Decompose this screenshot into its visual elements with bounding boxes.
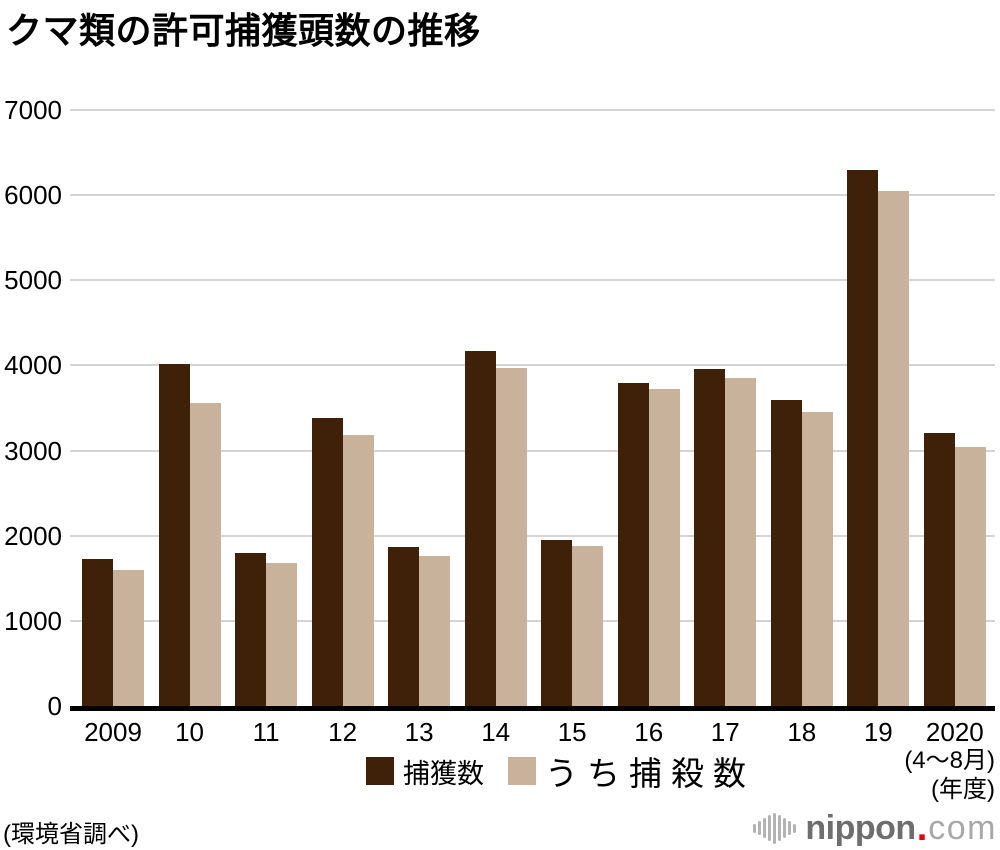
bar-capture-16: [617, 383, 649, 706]
y-tick-label-3000: 3000: [4, 435, 62, 466]
bar-capture-2020: [923, 432, 955, 706]
bar-group-15: [541, 110, 604, 706]
gridline-4000: [70, 364, 995, 367]
bar-group-16: [617, 110, 680, 706]
gridline-7000: [70, 109, 995, 111]
legend: 捕獲数 うち捕殺数: [366, 752, 755, 792]
logo-tld-text: com: [928, 808, 997, 847]
y-tick-label-0: 0: [47, 691, 62, 721]
legend-label-capture: 捕獲数: [403, 758, 484, 789]
bar-capture-15: [541, 539, 573, 706]
bar-group-11: [235, 110, 298, 706]
bar-capture-19: [847, 169, 879, 706]
source-note: (環境省調べ): [3, 821, 139, 848]
chart-title: クマ類の許可捕獲頭数の推移: [6, 10, 481, 51]
bar-capture-2009: [82, 558, 113, 706]
logo-dot: .: [916, 806, 928, 849]
x-label-14: 14: [481, 717, 511, 747]
y-tick-label-4000: 4000: [4, 350, 62, 381]
gridline-5000: [70, 279, 995, 282]
legend-item-capture: 捕獲数: [366, 752, 484, 791]
bar-group-17: [694, 110, 757, 706]
y-tick-label-5000: 5000: [4, 265, 62, 296]
y-tick-label-6000: 6000: [4, 180, 62, 211]
bar-group-2009: [82, 110, 144, 706]
bar-cull-17: [725, 378, 757, 706]
soundwave-icon: [753, 812, 797, 844]
bar-capture-10: [158, 363, 190, 706]
x-label-12: 12: [328, 717, 358, 747]
x-axis-note-unit: (年度): [931, 776, 995, 803]
bar-cull-13: [419, 555, 451, 706]
y-tick-label-1000: 1000: [4, 605, 62, 636]
bar-cull-16: [648, 389, 680, 706]
bar-group-12: [311, 110, 374, 706]
logo-brand-text: nippon: [805, 808, 916, 847]
gridline-1000: [70, 619, 995, 622]
legend-item-cull: うち捕殺数: [508, 747, 755, 795]
bar-capture-18: [770, 399, 802, 706]
bar-group-10: [158, 110, 221, 706]
bar-cull-19: [878, 191, 910, 706]
bar-capture-14: [464, 351, 496, 706]
x-label-18: 18: [787, 717, 817, 747]
legend-swatch-capture-icon: [366, 757, 394, 785]
bar-capture-17: [694, 368, 726, 706]
x-label-13: 13: [404, 717, 434, 747]
x-axis-note-period: (4〜8月): [904, 747, 995, 774]
bar-cull-18: [801, 411, 833, 706]
y-tick-label-2000: 2000: [4, 520, 62, 551]
x-label-10: 10: [175, 717, 204, 747]
bar-capture-12: [311, 418, 343, 706]
x-axis-notes: (4〜8月) (年度): [904, 746, 995, 804]
x-label-17: 17: [710, 717, 740, 747]
bar-capture-11: [235, 552, 267, 706]
x-label-11: 11: [252, 717, 280, 747]
x-label-15: 15: [557, 717, 587, 747]
legend-swatch-cull-icon: [508, 757, 536, 785]
nippon-com-logo[interactable]: nippon . com: [753, 806, 997, 849]
bar-cull-15: [572, 546, 604, 706]
bar-capture-13: [388, 547, 420, 706]
gridline-2000: [70, 534, 995, 537]
gridline-6000: [70, 194, 995, 197]
bar-group-19: [847, 110, 910, 706]
bar-cull-10: [189, 402, 221, 706]
x-label-19: 19: [863, 717, 893, 747]
bar-cull-2009: [113, 569, 144, 706]
gridline-3000: [70, 449, 995, 452]
bar-group-13: [388, 110, 451, 706]
x-axis-labels: 2009 10 11 12 13 14 15 16 17 18 19 2020: [70, 717, 995, 747]
bar-group-18: [770, 110, 833, 706]
y-tick-label-7000: 7000: [4, 95, 62, 125]
bar-cull-11: [266, 563, 298, 706]
x-label-2020: 2020: [925, 717, 984, 747]
bars: [70, 110, 995, 706]
bar-cull-2020: [954, 446, 986, 706]
plot-area: [70, 109, 995, 711]
y-axis: 0 1000 2000 3000 4000 5000 6000 7000: [0, 97, 62, 719]
x-label-2009: 2009: [84, 717, 142, 747]
x-label-16: 16: [634, 717, 664, 747]
legend-label-cull: うち捕殺数: [545, 755, 755, 792]
bar-cull-14: [495, 368, 527, 706]
bar-group-14: [464, 110, 527, 706]
bar-cull-12: [342, 434, 374, 706]
bar-group-2020: [923, 110, 986, 706]
